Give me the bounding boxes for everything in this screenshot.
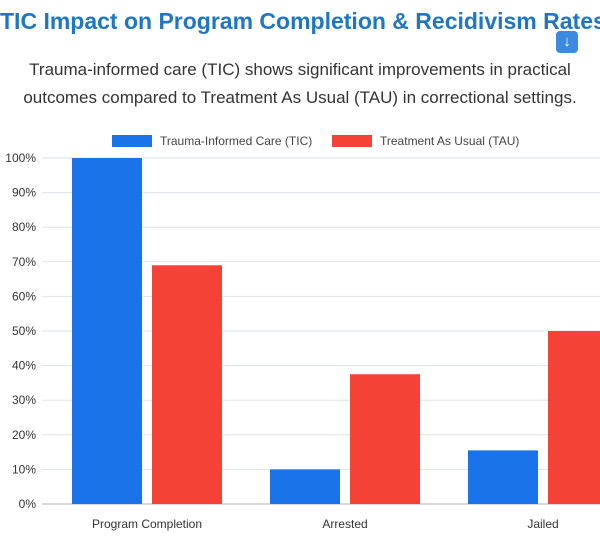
subtitle-line-1: Trauma-informed care (TIC) shows signifi… [29, 60, 571, 79]
y-tick-label: 60% [12, 289, 36, 303]
y-tick-label: 70% [12, 255, 36, 269]
legend-swatch [112, 135, 152, 147]
chart-legend: Trauma-Informed Care (TIC) Treatment As U… [112, 134, 519, 148]
chart-subtitle: Trauma-informed care (TIC) shows signifi… [0, 56, 600, 112]
bar-tau-0 [152, 265, 222, 504]
y-tick-label: 20% [12, 428, 36, 442]
bar-tau-1 [350, 374, 420, 504]
y-tick-label: 30% [12, 393, 36, 407]
bar-tic-0 [72, 158, 142, 504]
bar-tic-1 [270, 469, 340, 504]
y-axis: 0% 10% 20% 30% 40% 50% 60% 70% 80% 90% 100% [5, 151, 36, 511]
bars [72, 158, 600, 504]
y-tick-label: 50% [12, 324, 36, 338]
y-tick-label: 40% [12, 359, 36, 373]
legend-label: Trauma-Informed Care (TIC) [160, 134, 312, 148]
y-tick-label: 10% [12, 462, 36, 476]
y-tick-label: 90% [12, 186, 36, 200]
subtitle-line-2: outcomes compared to Treatment As Usual … [23, 88, 577, 107]
y-tick-label: 100% [5, 151, 36, 165]
download-icon[interactable]: ↓ [556, 31, 578, 53]
bar-tau-2 [548, 331, 600, 504]
bar-tic-2 [468, 450, 538, 504]
legend-swatch [332, 135, 372, 147]
x-tick-label: Arrested [322, 517, 367, 531]
x-tick-label: Jailed [527, 517, 558, 531]
chart-title: TIC Impact on Program Completion & Recid… [0, 8, 600, 34]
y-tick-label: 0% [19, 497, 37, 511]
x-axis: Program Completion Arrested Jailed [92, 517, 559, 531]
y-tick-label: 80% [12, 220, 36, 234]
x-tick-label: Program Completion [92, 517, 202, 531]
bar-chart: Trauma-Informed Care (TIC) Treatment As U… [5, 134, 600, 531]
legend-label: Treatment As Usual (TAU) [380, 134, 519, 148]
